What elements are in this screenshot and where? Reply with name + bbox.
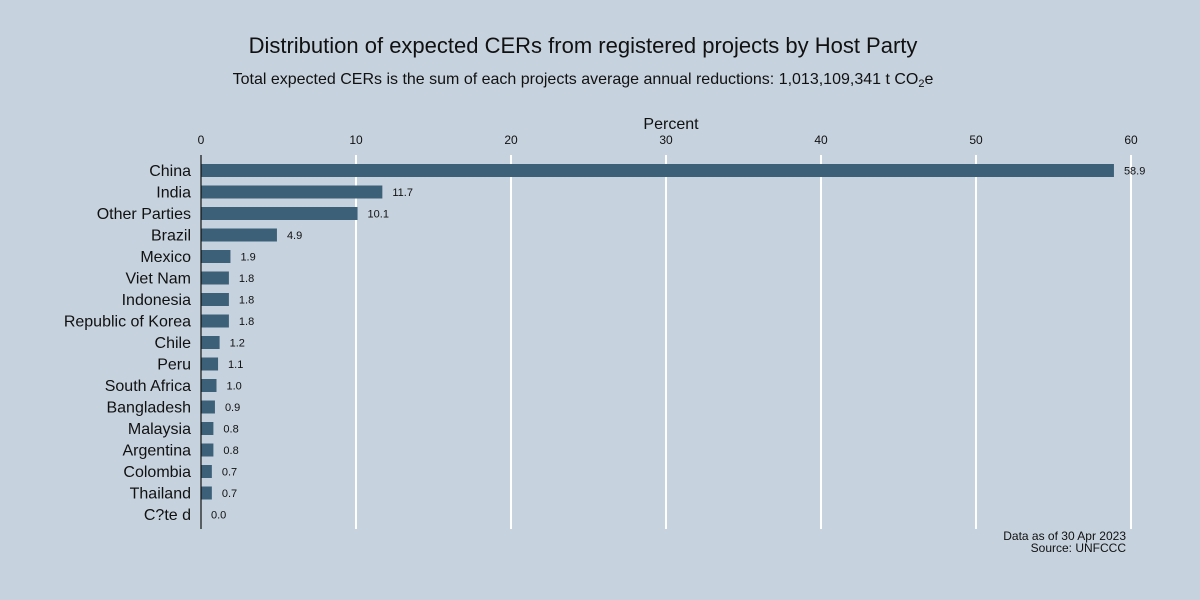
bar — [201, 357, 219, 371]
data-label: 0.8 — [223, 424, 238, 436]
category-label: Other Parties — [97, 206, 191, 223]
x-tick-label: 10 — [349, 133, 363, 147]
data-labels: 58.9 11.710.1 4.9 1.9 1.8 1.8 1.8 1.2 1.1 1.0 0.9 0… — [211, 166, 1145, 522]
data-label: 0.7 — [222, 467, 237, 479]
x-axis-ticks: 0 10 20 30 40 50 60 — [198, 133, 1138, 147]
category-label: C?te d — [144, 507, 191, 524]
bar — [201, 336, 220, 349]
gridlines — [355, 155, 1132, 529]
category-label: Argentina — [123, 443, 192, 460]
x-tick-label: 50 — [969, 133, 983, 147]
data-label: 0.0 — [211, 510, 226, 522]
category-label: Brazil — [151, 228, 191, 245]
bar — [201, 379, 217, 392]
bar — [201, 250, 231, 263]
x-tick-label: 20 — [504, 133, 518, 147]
x-axis-title: Percent — [643, 116, 699, 133]
bar — [201, 400, 215, 414]
category-label: Peru — [157, 357, 191, 374]
bar — [201, 164, 1114, 177]
data-date-note: Data as of 30 Apr 2023 — [1003, 529, 1126, 543]
category-label: Mexico — [140, 249, 191, 266]
data-label: 1.2 — [230, 338, 245, 350]
bar — [201, 314, 229, 328]
category-label: South Africa — [105, 378, 191, 395]
bar — [201, 271, 229, 285]
bars — [201, 164, 1114, 500]
data-label: 1.8 — [239, 316, 254, 328]
data-label: 0.8 — [223, 445, 238, 457]
chart-subtitle-suffix: e — [924, 71, 933, 88]
x-tick-label: 60 — [1124, 133, 1138, 147]
data-label: 11.7 — [392, 187, 413, 199]
bar — [201, 465, 212, 478]
source-note: Source: UNFCCC — [1031, 541, 1127, 555]
category-label: Malaysia — [128, 421, 191, 438]
chart-subtitle-text: Total expected CERs is the sum of each p… — [233, 71, 919, 88]
x-tick-label: 40 — [814, 133, 828, 147]
bar — [201, 228, 277, 242]
category-label: Chile — [155, 335, 192, 352]
x-tick-label: 30 — [659, 133, 673, 147]
category-label: India — [156, 185, 191, 202]
category-label: Indonesia — [122, 292, 191, 309]
category-labels: China India Other Parties Brazil Mexico Viet … — [64, 163, 191, 524]
data-label: 4.9 — [287, 230, 302, 242]
data-label: 58.9 — [1124, 166, 1145, 178]
data-label: 1.8 — [239, 273, 254, 285]
data-label: 1.9 — [240, 252, 255, 264]
chart-subtitle-subscript: 2 — [918, 78, 924, 90]
bar — [201, 422, 214, 435]
bar — [201, 486, 212, 500]
data-label: 1.8 — [239, 295, 254, 307]
bar — [201, 185, 383, 199]
chart-subtitle: Total expected CERs is the sum of each p… — [233, 71, 934, 90]
category-label: Thailand — [130, 486, 191, 503]
data-label: 0.7 — [222, 488, 237, 500]
category-label: Viet Nam — [125, 271, 191, 288]
bar — [201, 207, 358, 220]
bar — [201, 443, 214, 457]
data-label: 1.0 — [227, 381, 242, 393]
category-label: Bangladesh — [106, 400, 191, 417]
category-label: Colombia — [123, 464, 191, 481]
category-label: China — [149, 163, 191, 180]
category-label: Republic of Korea — [64, 314, 191, 331]
bar — [201, 293, 229, 306]
chart-title: Distribution of expected CERs from regis… — [249, 33, 918, 58]
data-label: 1.1 — [228, 359, 243, 371]
data-label: 0.9 — [225, 402, 240, 414]
x-tick-label: 0 — [198, 133, 205, 147]
data-label: 10.1 — [368, 209, 389, 221]
